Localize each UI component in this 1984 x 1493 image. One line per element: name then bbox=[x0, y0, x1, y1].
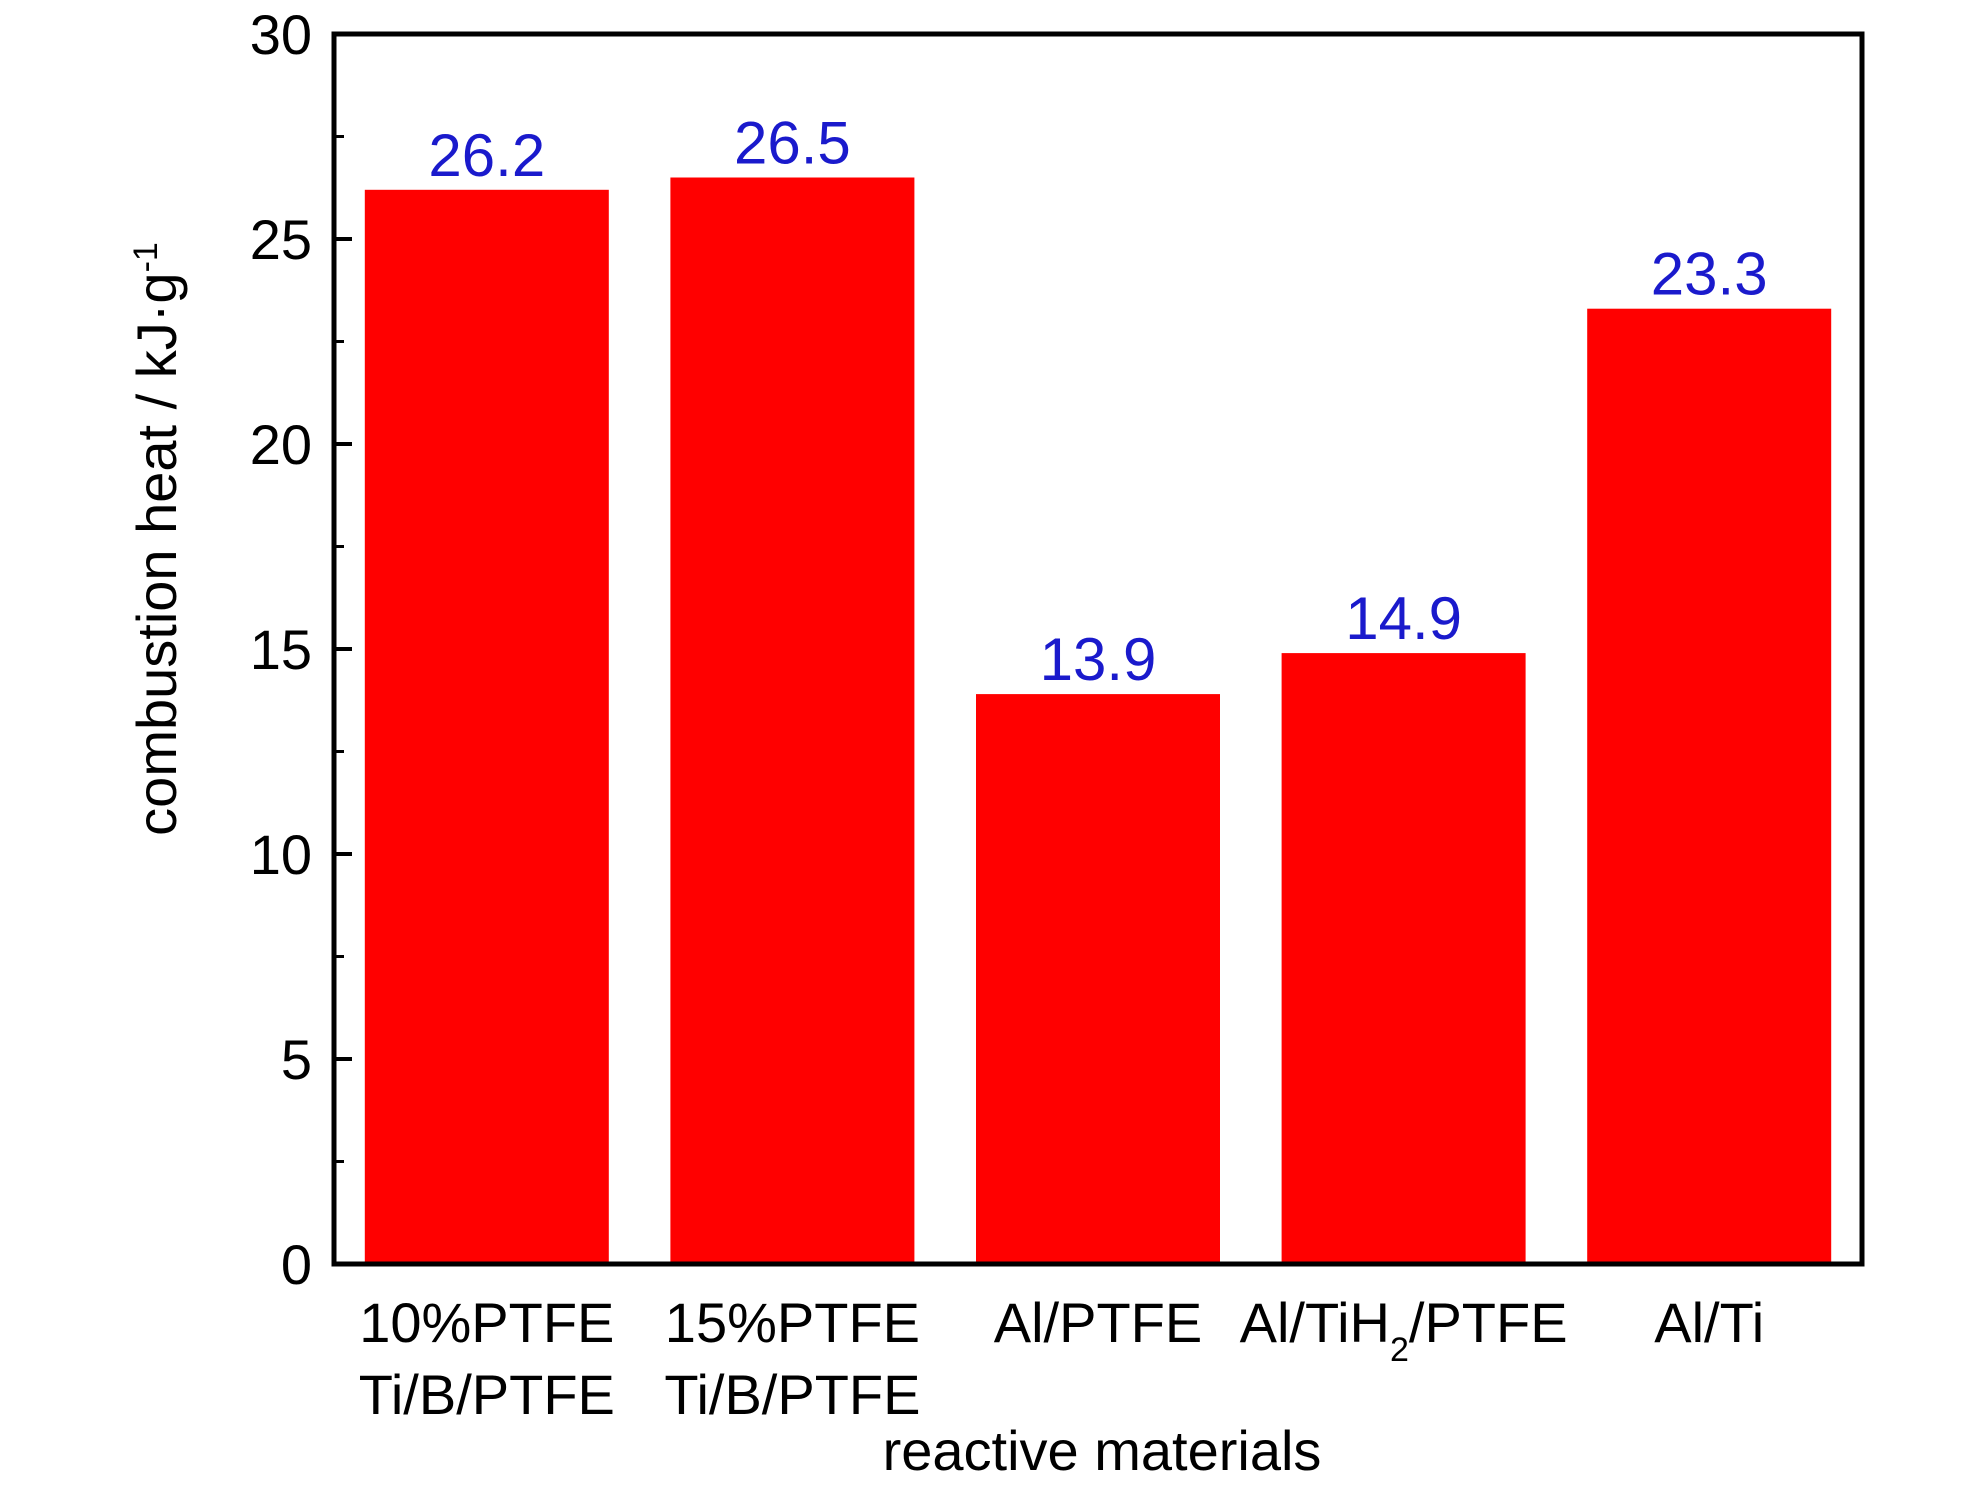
x-axis-categories: 10%PTFE Ti/B/PTFE 15%PTFE Ti/B/PTFE Al/PTFE A… bbox=[359, 1291, 1764, 1426]
y-tick-label: 30 bbox=[250, 3, 312, 66]
y-tick-label: 20 bbox=[250, 413, 312, 476]
x-category-label-3-part-1: 2 bbox=[1390, 1331, 1409, 1369]
x-category-label-1-line-0: 15%PTFE bbox=[665, 1291, 920, 1354]
x-category-label-4-line-0: Al/Ti bbox=[1654, 1291, 1764, 1354]
y-tick-label: 15 bbox=[250, 618, 312, 681]
y-tick-label: 0 bbox=[281, 1233, 312, 1296]
x-category-label-3-part-0: Al/TiH bbox=[1240, 1291, 1390, 1354]
data-label-4: 23.3 bbox=[1651, 241, 1768, 308]
x-axis-title: reactive materials bbox=[883, 1419, 1322, 1482]
y-tick-label: 5 bbox=[281, 1028, 312, 1091]
y-axis-ticks: 0 5 10 15 20 25 30 bbox=[250, 3, 352, 1296]
y-tick-label: 25 bbox=[250, 208, 312, 271]
bar-1 bbox=[670, 177, 915, 1264]
bar-4 bbox=[1587, 308, 1832, 1264]
bar-0 bbox=[364, 189, 609, 1264]
data-label-2: 13.9 bbox=[1040, 626, 1157, 693]
y-axis-title: combustion heat / kJ·g-1 bbox=[125, 242, 188, 836]
data-label-3: 14.9 bbox=[1345, 585, 1462, 652]
data-label-0: 26.2 bbox=[428, 122, 545, 189]
x-category-label-0-line-0: 10%PTFE bbox=[359, 1291, 614, 1354]
data-labels-layer: 26.2 26.5 13.9 14.9 23.3 bbox=[428, 110, 1767, 694]
data-label-1: 26.5 bbox=[734, 110, 851, 177]
x-category-label-3-part-2: /PTFE bbox=[1409, 1291, 1568, 1354]
x-category-label-1-line-1: Ti/B/PTFE bbox=[664, 1363, 920, 1426]
bar-2 bbox=[976, 694, 1220, 1264]
bars-layer bbox=[364, 177, 1832, 1264]
x-category-label-3: Al/TiH2/PTFE bbox=[1240, 1291, 1568, 1369]
y-axis-title-superscript: -1 bbox=[127, 242, 165, 272]
bar-3 bbox=[1281, 653, 1526, 1264]
x-category-label-2-line-0: Al/PTFE bbox=[994, 1291, 1202, 1354]
x-category-label-0-line-1: Ti/B/PTFE bbox=[359, 1363, 615, 1426]
y-tick-label: 10 bbox=[250, 823, 312, 886]
y-axis-title-main: combustion heat / kJ·g bbox=[125, 272, 188, 835]
